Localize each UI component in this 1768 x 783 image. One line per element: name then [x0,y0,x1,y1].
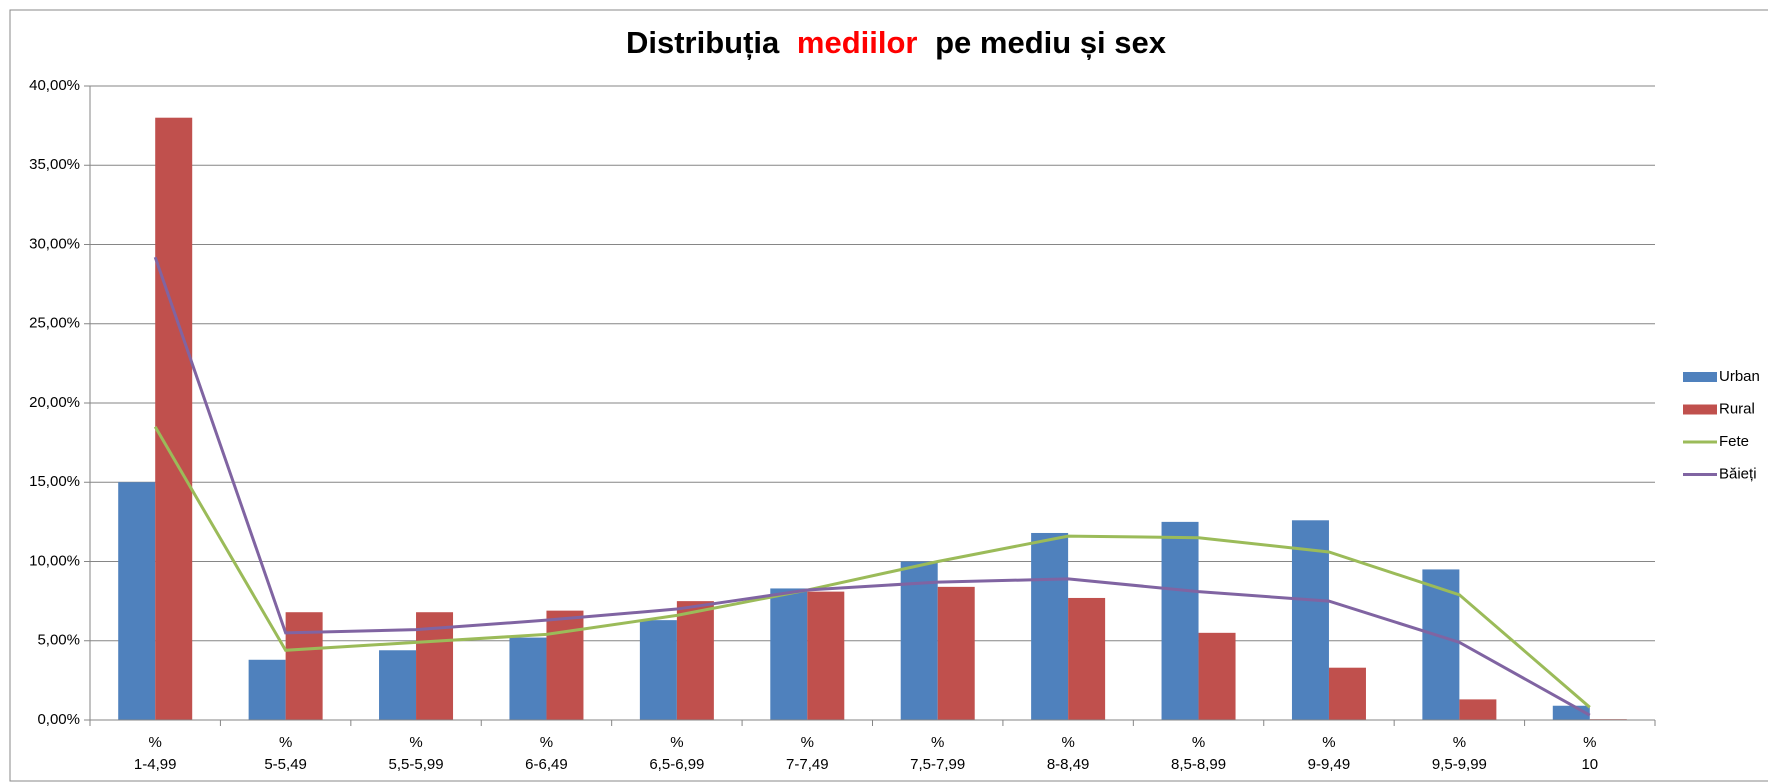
y-tick-label: 35,00% [29,156,80,173]
legend-swatch [1683,404,1717,415]
bar [118,482,156,720]
x-tick-label: % [1061,734,1074,751]
x-tick-label: % [1322,734,1335,751]
x-tick-label: % [1453,734,1466,751]
bar [1031,532,1069,720]
bar [676,601,714,720]
bar [1459,699,1497,720]
chart-title: Distribuția mediilor pe mediu și sex [626,25,1167,60]
bar [807,591,845,720]
x-tick-label: % [670,734,683,751]
bar [639,620,677,720]
x-tick-label: % [540,734,553,751]
line [153,256,1591,717]
bar [937,586,975,720]
x-tick-label: 5,5-5,99 [389,756,444,773]
x-tick-label: 7,5-7,99 [910,756,965,773]
legend-swatch [1683,372,1717,382]
legend-label: Fete [1719,433,1749,450]
y-tick-label: 10,00% [29,552,80,569]
bar [1068,597,1106,720]
x-tick-label: % [409,734,422,751]
x-tick-label: % [801,734,814,751]
bar [1161,521,1199,720]
bar [1291,520,1329,720]
y-tick-label: 20,00% [29,394,80,411]
title-part: Distribuția [626,25,780,60]
line [153,426,1591,709]
title-part: pe mediu și sex [935,25,1167,60]
y-tick-label: 15,00% [29,473,80,490]
bar [1328,667,1366,720]
x-tick-label: 6-6,49 [525,756,568,773]
bar [509,637,547,720]
bar [155,117,193,720]
bar [1422,569,1460,720]
legend-label: Băieți [1719,465,1757,482]
bar [1198,632,1236,720]
bar [770,588,808,720]
title-part: mediilor [797,25,918,60]
bar [900,561,938,720]
x-tick-label: 9,5-9,99 [1432,756,1487,773]
x-tick-label: 5-5,49 [264,756,307,773]
y-tick-label: 30,00% [29,235,80,252]
y-tick-label: 5,00% [37,632,80,649]
x-tick-label: 6,5-6,99 [649,756,704,773]
x-tick-label: 7-7,49 [786,756,829,773]
x-tick-label: 9-9,49 [1308,756,1351,773]
y-tick-label: 25,00% [29,315,80,332]
x-tick-label: % [279,734,292,751]
bar [248,659,286,720]
x-tick-label: % [1583,734,1596,751]
y-tick-label: 0,00% [37,711,80,728]
x-tick-label: 1-4,99 [134,756,177,773]
x-tick-label: 8-8,49 [1047,756,1090,773]
x-tick-label: % [149,734,162,751]
x-tick-label: 8,5-8,99 [1171,756,1226,773]
x-tick-label: % [931,734,944,751]
legend-label: Urban [1719,368,1760,385]
x-tick-label: % [1192,734,1205,751]
y-tick-label: 40,00% [29,77,80,94]
bar [546,610,584,720]
bar [285,612,323,720]
legend-label: Rural [1719,400,1755,417]
bar [379,650,417,720]
x-tick-label: 10 [1581,756,1598,773]
